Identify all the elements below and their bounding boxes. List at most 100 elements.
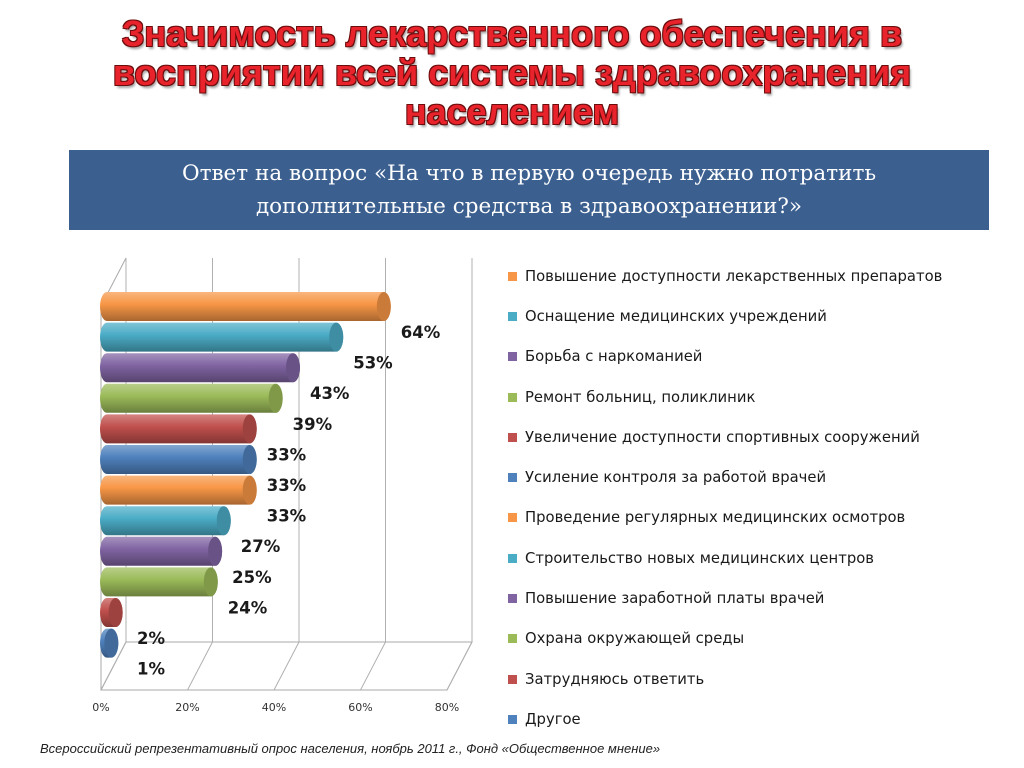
legend-swatch [508,311,517,321]
legend-label: Повышение заработной платы врачей [525,590,825,608]
legend-label: Затрудняюсь ответить [525,670,705,688]
bar-value-label: 33% [267,445,307,464]
bar-cap [208,536,223,566]
chart-x-axis-ticks: 0% 20% 40% 60% 80% [92,701,459,714]
bar-value-label: 43% [310,384,350,403]
bar-body [100,445,257,474]
x-tick-label: 20% [175,701,199,714]
bar-cap [268,383,283,413]
legend-item: Затрудняюсь ответить [508,659,988,699]
bar-body [100,506,231,536]
bar-body [100,292,391,321]
legend-label: Увеличение доступности спортивных сооруж… [525,428,920,446]
gridline-floor [100,641,127,691]
bar-value-label: 2% [137,629,165,648]
legend-item: Другое [508,699,988,739]
x-tick-label: 80% [435,701,459,714]
legend-label: Строительство новых медицинских центров [525,549,874,567]
bar-cap [242,475,257,505]
source-note: Всероссийский репрезентативный опрос нас… [40,741,661,756]
legend-item: Повышение заработной платы врачей [508,578,988,618]
bar-body [100,322,344,352]
legend-swatch [508,392,517,402]
legend-label: Проведение регулярных медицинских осмотр… [525,509,906,527]
bar [100,322,344,352]
bar-cap [329,322,344,352]
bar-body [100,383,283,413]
chart-bars [100,292,391,658]
x-tick-label: 40% [262,701,286,714]
bar [100,506,231,536]
legend-swatch [508,473,517,483]
legend-item: Усиление контроля за работой врачей [508,457,988,497]
legend-label: Ремонт больниц, поликлиник [525,388,756,406]
slide-title: Значимость лекарственного обеспечения в … [112,13,912,132]
bar-body [100,353,300,383]
legend-label: Борьба с наркоманией [525,348,703,366]
bar [100,598,123,627]
gridline-floor [446,641,473,691]
x-tick-label: 0% [92,701,109,714]
x-tick-label: 60% [348,701,372,714]
bar-body [100,414,257,444]
bar-body [100,475,257,505]
legend-item: Борьба с наркоманией [508,337,988,377]
bar-cap [108,598,123,627]
bar-body [100,567,218,597]
legend-label: Другое [525,710,581,728]
bar-value-label: 1% [137,660,165,679]
bar-value-label: 33% [267,476,307,495]
gridline-floor [360,641,386,691]
bar [100,445,257,474]
legend-swatch [508,674,517,684]
legend-swatch [508,271,517,281]
legend-label: Повышение доступности лекарственных преп… [525,267,943,285]
bar-value-label: 33% [267,507,307,526]
chart-legend: Повышение доступности лекарственных преп… [508,256,988,740]
bar-cap [285,353,300,383]
legend-item: Ремонт больниц, поликлиник [508,377,988,417]
gridline-floor [187,641,213,691]
bar-value-label: 24% [228,598,268,617]
legend-label: Усиление контроля за работой врачей [525,469,827,487]
bar-cap [203,567,218,597]
legend-item: Проведение регулярных медицинских осмотр… [508,498,988,538]
bar-value-label: 25% [232,568,272,587]
legend-swatch [508,352,517,362]
legend-label: Охрана окружающей среды [525,630,745,648]
legend-swatch [508,594,517,604]
bar [100,475,257,505]
bar-value-label: 39% [293,415,333,434]
legend-item: Увеличение доступности спортивных сооруж… [508,417,988,457]
chart-value-labels: 64% 53%43% 39% 33% 33% 33% 27% 25% 24% 2% 1% [137,323,441,679]
bar [100,353,300,383]
legend-swatch [508,634,517,644]
legend-swatch [508,432,517,442]
bar [100,292,391,321]
legend-item: Оснащение медицинских учреждений [508,296,988,336]
bar [100,383,283,413]
bar-value-label: 27% [241,537,281,556]
legend-swatch [508,714,517,724]
legend-swatch [508,553,517,563]
bar-value-label: 53% [353,354,393,373]
legend-swatch [508,513,517,523]
legend-item: Повышение доступности лекарственных преп… [508,256,988,296]
legend-label: Оснащение медицинских учреждений [525,307,827,325]
bar [100,536,223,566]
gridline-floor [273,641,300,691]
bar-cap [216,506,231,536]
legend-item: Строительство новых медицинских центров [508,538,988,578]
question-banner: Ответ на вопрос «На что в первую очередь… [69,150,989,230]
bar-body [100,536,223,566]
legend-item: Охрана окружающей среды [508,619,988,659]
bar [100,567,218,597]
bar-cap [376,292,391,321]
bar [100,628,119,658]
bar-cap [242,445,257,474]
bar-cap [104,628,119,658]
bar-cap [242,414,257,444]
bar [100,414,257,444]
bar-value-label: 64% [401,323,441,342]
